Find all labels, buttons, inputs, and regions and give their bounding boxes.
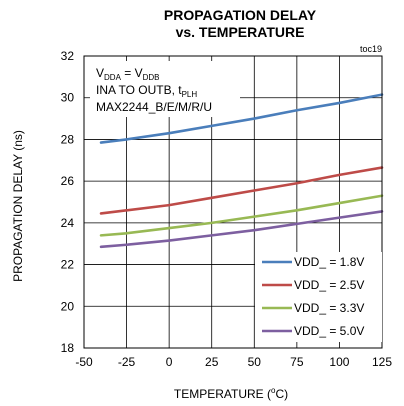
y-tick-label: 30 xyxy=(61,91,75,105)
x-tick-labels: -50 -25 0 25 50 75 100 125 xyxy=(75,355,392,369)
figure-id: toc19 xyxy=(360,44,382,54)
x-tick-label: 25 xyxy=(205,355,219,369)
legend: VDD_ = 1.8V VDD_ = 2.5V VDD_ = 3.3V VDD_ = … xyxy=(255,252,382,342)
legend-label-1: VDD_ = 1.8V xyxy=(294,255,364,269)
x-tick-label: -50 xyxy=(75,355,93,369)
chart-title-line2: vs. TEMPERATURE xyxy=(176,24,305,40)
y-tick-label: 24 xyxy=(61,216,75,230)
plot-frame xyxy=(83,55,383,349)
annotation-line1: VDDA = VDDB xyxy=(96,66,159,82)
y-tick-label: 22 xyxy=(61,258,75,272)
annot-sub-ddb: DDB xyxy=(143,73,160,82)
annot-ina-outb: INA TO OUTB, t xyxy=(96,83,182,97)
annot-sub-dda: DDA xyxy=(104,73,122,82)
series-line-4 xyxy=(99,210,384,249)
chart-title-line1: PROPAGATION DELAY xyxy=(164,7,317,23)
legend-background xyxy=(255,252,382,342)
x-tick-label: 75 xyxy=(290,355,304,369)
annot-sub-plh: PLH xyxy=(182,90,198,99)
plot-border xyxy=(83,55,383,349)
series-line-1 xyxy=(99,93,384,144)
annot-v1: V xyxy=(96,66,104,80)
series-layer xyxy=(99,93,384,249)
x-tick-label: 0 xyxy=(166,355,173,369)
annotation-line2: INA TO OUTB, tPLH xyxy=(96,83,197,99)
x-axis-label-tail: C) xyxy=(275,387,288,401)
x-tick-label: -25 xyxy=(118,355,136,369)
y-tick-label: 32 xyxy=(61,49,75,63)
annot-equals-v: = V xyxy=(121,66,143,80)
x-axis-label: TEMPERATURE (oC) xyxy=(174,386,288,401)
x-tick-label: 100 xyxy=(329,355,349,369)
legend-label-4: VDD_ = 5.0V xyxy=(294,324,364,338)
y-tick-label: 28 xyxy=(61,132,75,146)
x-axis-label-main: TEMPERATURE ( xyxy=(174,387,271,401)
y-tick-labels: 18 20 22 24 26 28 30 32 xyxy=(61,49,75,355)
y-tick-label: 26 xyxy=(61,174,75,188)
series-line-3 xyxy=(99,194,384,237)
x-tick-label: 50 xyxy=(248,355,262,369)
series-line-2 xyxy=(99,166,384,215)
annotation-line3: MAX2244_B/E/M/R/U xyxy=(96,100,212,114)
x-tick-label: 125 xyxy=(372,355,392,369)
legend-label-2: VDD_ = 2.5V xyxy=(294,278,364,292)
y-axis-label: PROPAGATION DELAY (ns) xyxy=(11,130,25,282)
x-axis-label-degree: o xyxy=(271,386,276,395)
annotation-background xyxy=(90,61,240,117)
legend-label-3: VDD_ = 3.3V xyxy=(294,301,364,315)
y-tick-label: 20 xyxy=(61,299,75,313)
y-tick-label: 18 xyxy=(61,341,75,355)
annotation-block: VDDA = VDDB INA TO OUTB, tPLH MAX2244_B/… xyxy=(90,61,240,117)
